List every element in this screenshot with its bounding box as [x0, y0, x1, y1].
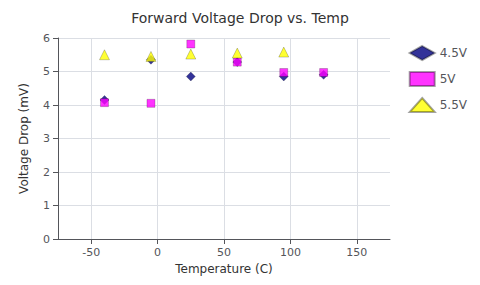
svg-text:100: 100 [280, 246, 301, 259]
svg-text:Forward Voltage Drop vs. Temp: Forward Voltage Drop vs. Temp [131, 10, 349, 26]
svg-text:Temperature (C): Temperature (C) [174, 262, 273, 276]
svg-text:50: 50 [217, 246, 231, 259]
svg-text:0: 0 [43, 233, 50, 246]
svg-text:1: 1 [43, 199, 50, 212]
svg-text:4.5V: 4.5V [440, 46, 468, 60]
svg-text:3: 3 [43, 132, 50, 145]
svg-text:5: 5 [43, 65, 50, 78]
svg-text:2: 2 [43, 166, 50, 179]
svg-text:4: 4 [43, 99, 50, 112]
svg-text:5.5V: 5.5V [440, 98, 468, 112]
svg-text:Voltage Drop (mV): Voltage Drop (mV) [17, 83, 31, 194]
svg-text:5V: 5V [440, 72, 457, 86]
svg-text:150: 150 [346, 246, 367, 259]
svg-text:-50: -50 [82, 246, 100, 259]
svg-text:0: 0 [154, 246, 161, 259]
svg-text:6: 6 [43, 32, 50, 45]
